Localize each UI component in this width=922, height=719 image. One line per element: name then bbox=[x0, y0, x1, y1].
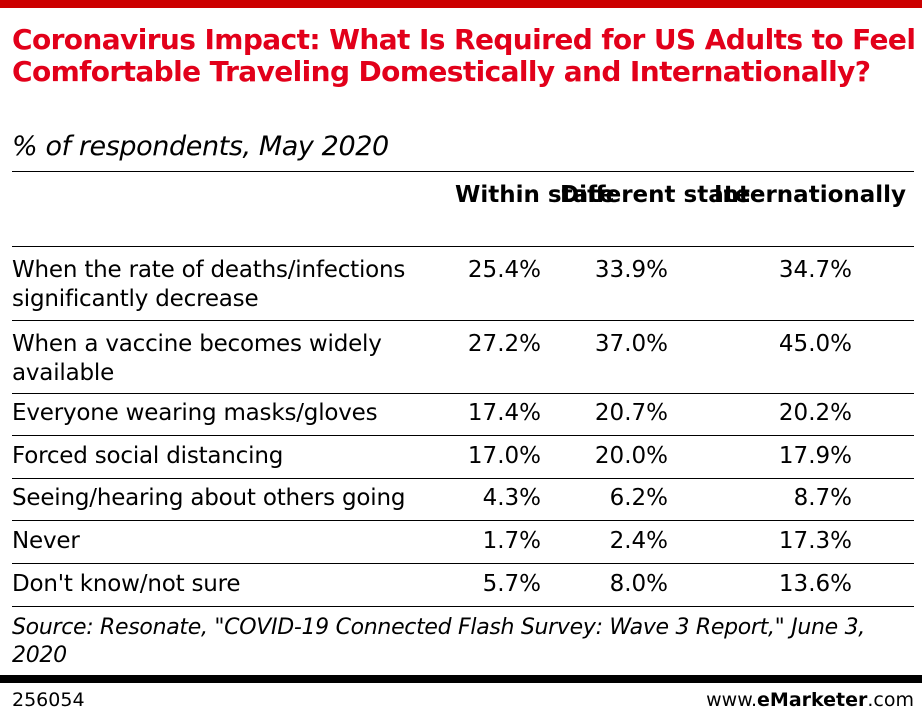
table-bottom-divider bbox=[12, 606, 914, 607]
table-cell-within-state: 5.7% bbox=[482, 571, 541, 597]
table-header-divider bbox=[12, 246, 914, 247]
chart-id: 256054 bbox=[12, 689, 85, 711]
row-divider bbox=[12, 393, 914, 394]
brand-link[interactable]: www.eMarketer.com bbox=[706, 688, 914, 712]
column-header-different-state: Different state bbox=[560, 182, 751, 208]
table-cell-within-state: 17.0% bbox=[467, 443, 541, 469]
table-cell-within-state: 25.4% bbox=[467, 257, 541, 283]
header-divider bbox=[12, 171, 914, 172]
brand-name: eMarketer bbox=[757, 689, 868, 711]
row-divider bbox=[12, 478, 914, 479]
table-cell-different-state: 33.9% bbox=[594, 257, 668, 283]
table-cell-within-state: 27.2% bbox=[467, 331, 541, 357]
row-divider bbox=[12, 320, 914, 321]
row-divider bbox=[12, 435, 914, 436]
chart-subtitle: % of respondents, May 2020 bbox=[12, 131, 389, 162]
table-row-label: Don't know/not sure bbox=[12, 571, 241, 597]
table-row-label: Everyone wearing masks/gloves bbox=[12, 400, 378, 426]
footer-bar bbox=[0, 675, 922, 683]
table-cell-internationally: 8.7% bbox=[793, 485, 852, 511]
table-cell-different-state: 8.0% bbox=[609, 571, 668, 597]
table-row-label: When a vaccine becomes widely available bbox=[12, 331, 382, 386]
table-cell-within-state: 17.4% bbox=[467, 400, 541, 426]
column-header-within-state: Within state bbox=[455, 182, 615, 208]
row-divider bbox=[12, 520, 914, 521]
chart-title: Coronavirus Impact: What Is Required for… bbox=[12, 23, 916, 88]
source-note: Source: Resonate, "COVID-19 Connected Fl… bbox=[12, 615, 865, 668]
table-cell-internationally: 34.7% bbox=[778, 257, 852, 283]
table-cell-internationally: 17.9% bbox=[778, 443, 852, 469]
table-row-label: Seeing/hearing about others going bbox=[12, 485, 406, 511]
table-row-label: When the rate of deaths/infections signi… bbox=[12, 257, 406, 312]
table-cell-within-state: 4.3% bbox=[482, 485, 541, 511]
table-cell-different-state: 2.4% bbox=[609, 528, 668, 554]
table-cell-different-state: 20.0% bbox=[594, 443, 668, 469]
table-cell-internationally: 13.6% bbox=[778, 571, 852, 597]
table-cell-different-state: 6.2% bbox=[609, 485, 668, 511]
column-header-internationally: Internationally bbox=[713, 182, 907, 208]
table-cell-within-state: 1.7% bbox=[482, 528, 541, 554]
table-cell-different-state: 37.0% bbox=[594, 331, 668, 357]
table-cell-internationally: 45.0% bbox=[778, 331, 852, 357]
table-cell-internationally: 20.2% bbox=[778, 400, 852, 426]
brand-prefix: www. bbox=[706, 689, 758, 711]
brand-suffix: .com bbox=[867, 689, 914, 711]
table-cell-different-state: 20.7% bbox=[594, 400, 668, 426]
table-row-label: Forced social distancing bbox=[12, 443, 284, 469]
top-accent-bar bbox=[0, 0, 922, 8]
row-divider bbox=[12, 563, 914, 564]
table-cell-internationally: 17.3% bbox=[778, 528, 852, 554]
table-row-label: Never bbox=[12, 528, 80, 554]
